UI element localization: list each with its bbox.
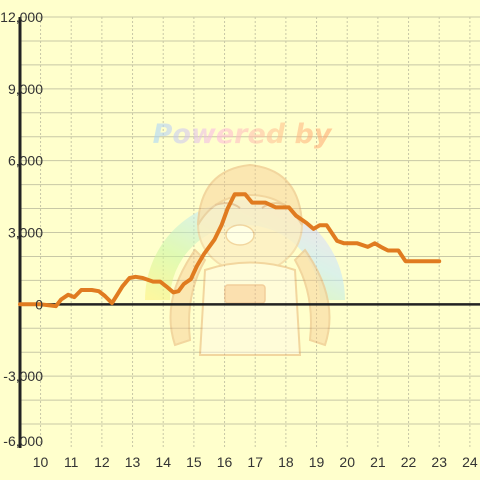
x-tick-label: 12: [94, 454, 110, 470]
y-tick-label: 9,000: [8, 81, 43, 97]
x-tick-label: 10: [33, 454, 49, 470]
y-tick-label: 3,000: [8, 225, 43, 241]
series-line: [18, 192, 442, 309]
x-tick-label: 15: [186, 454, 202, 470]
grid: [20, 16, 480, 448]
x-tick-labels: 10 11 12 13 14 15 16 17 18 19 20 21 22 23 24: [33, 454, 478, 470]
y-tick-label: 0: [35, 296, 43, 312]
watermark-halo: [145, 200, 345, 300]
y-tick-labels: 12,000 9,000 6,000 3,000 0 -3,000 -6,000: [0, 9, 43, 449]
y-tick-label: -3,000: [3, 368, 43, 384]
y-tick-label: 12,000: [0, 9, 43, 25]
axes: [18, 17, 480, 448]
y-tick-label: 6,000: [8, 153, 43, 169]
watermark-logo: Powered by: [145, 119, 345, 356]
series: [18, 192, 442, 309]
x-tick-label: 18: [278, 454, 294, 470]
watermark-text: Powered by: [153, 119, 333, 150]
x-tick-label: 14: [155, 454, 171, 470]
x-tick-label: 20: [339, 454, 355, 470]
x-tick-label: 17: [247, 454, 263, 470]
x-tick-label: 19: [309, 454, 325, 470]
x-tick-label: 23: [431, 454, 447, 470]
x-tick-label: 16: [217, 454, 233, 470]
y-tick-label: -6,000: [3, 433, 43, 449]
x-tick-label: 22: [401, 454, 417, 470]
x-tick-label: 24: [462, 454, 478, 470]
watermark-character: [169, 163, 331, 356]
x-tick-label: 11: [64, 454, 79, 470]
x-tick-label: 13: [125, 454, 141, 470]
x-tick-label: 21: [370, 454, 386, 470]
